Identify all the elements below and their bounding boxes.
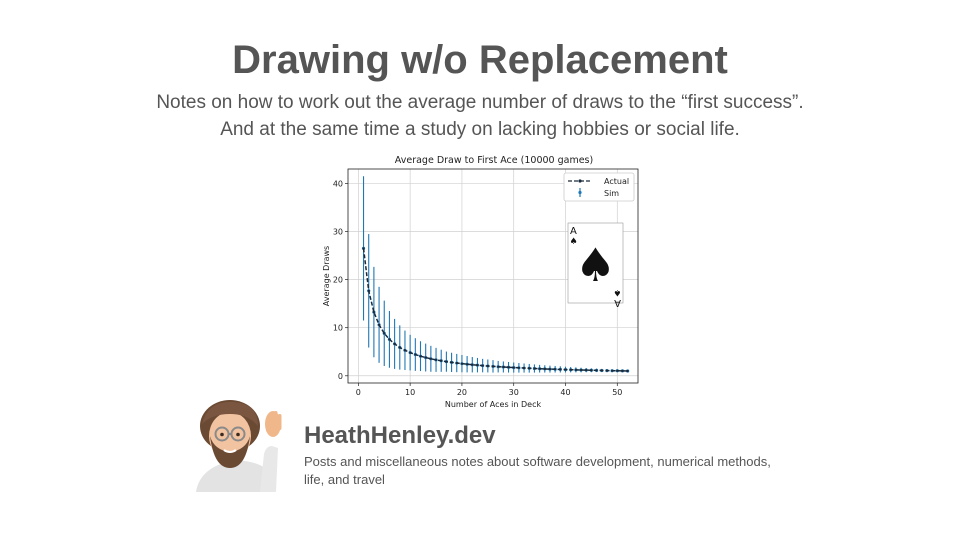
x-tick-label: 50 [612,388,622,397]
actual-point [611,369,614,372]
actual-point [486,364,489,368]
actual-point [507,366,510,369]
actual-point [512,366,515,369]
actual-point [372,310,375,314]
actual-point [590,369,593,372]
actual-point [460,362,464,365]
x-tick-label: 0 [356,388,361,397]
chart-title: Average Draw to First Ace (10000 games) [395,155,593,166]
actual-point [564,368,567,371]
x-tick-label: 10 [405,388,415,397]
actual-point [471,363,474,366]
actual-point [548,368,552,371]
actual-line [362,248,628,372]
x-tick-label: 40 [560,388,570,397]
actual-point [559,368,562,371]
actual-point [398,346,401,349]
legend-sim-label: Sim [604,189,619,198]
actual-point [424,356,427,359]
actual-point [497,365,500,368]
chart-svg: Average Draw to First Ace (10000 games) … [310,150,650,412]
legend: Actual Sim [563,172,635,202]
actual-point [393,342,396,346]
actual-point [414,353,417,356]
actual-point [517,366,520,369]
actual-point [367,289,370,292]
actual-point [522,366,526,370]
card-suit-bottom-icon: ♠ [613,287,621,297]
actual-point [595,369,598,372]
actual-point [569,368,572,371]
y-tick-label: 40 [333,179,343,188]
actual-point [403,349,407,352]
site-description: Posts and miscellaneous notes about soft… [304,454,771,487]
actual-point [554,368,557,371]
actual-point [440,359,443,362]
page-subtitle-line-2: And at the same time a study on lacking … [220,119,740,140]
site-brand: HeathHenley.dev [304,422,496,449]
actual-point [409,351,412,354]
y-tick-label: 0 [338,372,343,381]
actual-point [476,364,479,367]
avatar [196,400,282,492]
actual-point [434,358,438,361]
actual-point [455,361,458,365]
actual-point [429,357,432,360]
y-tick-label: 30 [333,228,343,237]
legend-actual-label: Actual [604,177,629,186]
actual-point [621,369,624,372]
actual-point [626,369,629,373]
card-rank-bottom: A [614,297,621,308]
actual-point [491,365,495,368]
x-axis-label: Number of Aces in Deck [445,400,542,409]
actual-point [585,369,588,372]
actual-point [388,338,391,341]
y-tick-label: 10 [333,324,343,333]
x-tick-label: 30 [509,388,519,397]
legend-sim-marker [578,190,582,195]
actual-point [445,360,448,363]
actual-point [528,367,531,370]
actual-point [538,367,541,370]
card-suit-top-icon: ♠ [570,237,578,247]
actual-point [605,369,609,372]
chart-container: Average Draw to First Ace (10000 games) … [310,150,650,412]
actual-point [450,361,453,364]
actual-point [466,363,469,366]
actual-point [600,369,603,372]
actual-point [616,369,619,372]
plot-frame [347,168,639,384]
actual-point [362,247,365,250]
actual-point [533,367,536,370]
actual-point [481,364,484,367]
y-axis-label: Average Draws [322,246,331,306]
actual-point [574,368,577,371]
legend-actual-marker [578,179,582,183]
card-rank-top: A [570,226,577,237]
spade-center-icon: ♠ [575,238,616,292]
ace-of-spades-card: A ♠ ♠ A ♠ [567,222,624,308]
actual-point [419,355,422,358]
actual-point [377,323,381,326]
page-title: Drawing w/o Replacement [232,38,728,82]
y-tick-label: 20 [333,276,343,285]
x-tick-label: 20 [457,388,467,397]
actual-point [502,365,505,369]
actual-point [383,332,386,335]
page-subtitle-line-1: Notes on how to work out the average num… [156,92,804,113]
actual-point [543,367,546,371]
actual-point [579,368,583,372]
